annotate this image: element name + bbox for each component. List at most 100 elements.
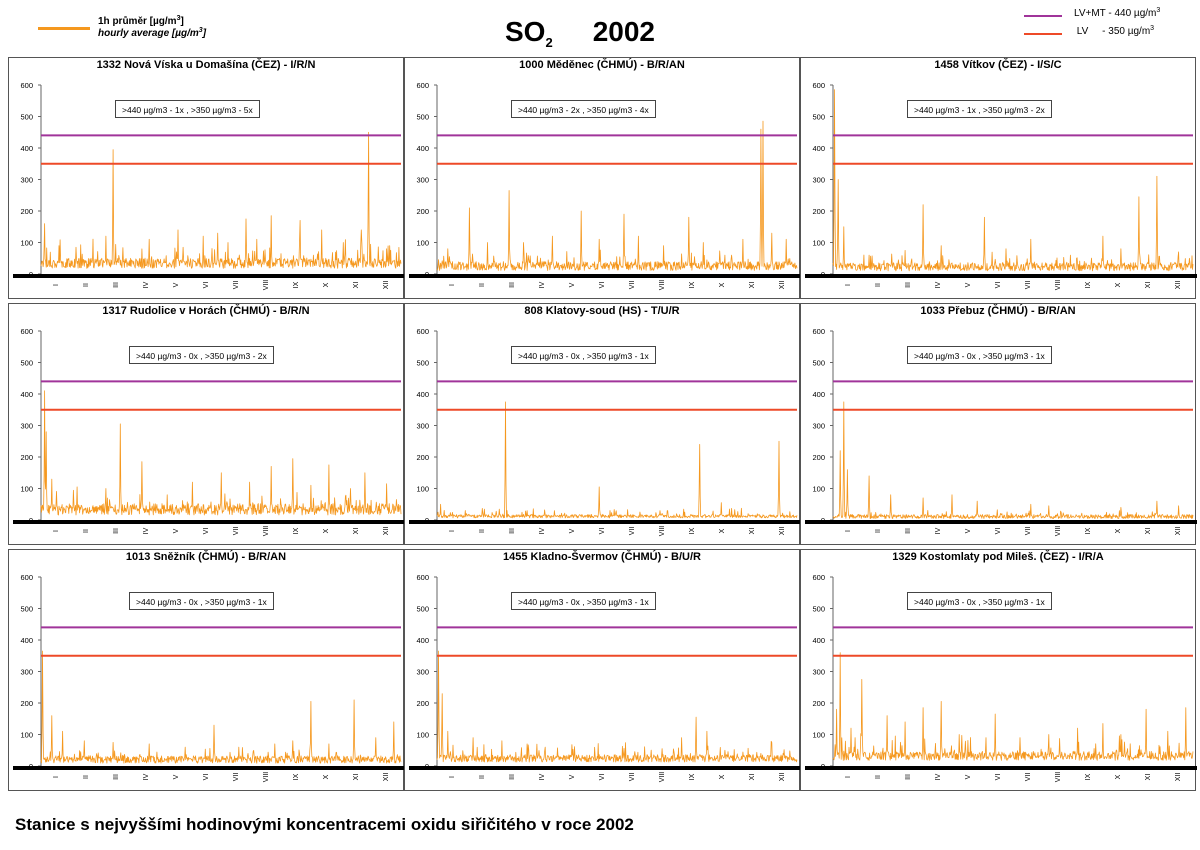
- y-tick-label: 300: [20, 422, 33, 431]
- chart-plot: 0100200300400500600IIIIIIIVVVIVIIVIIIIXX…: [13, 81, 405, 291]
- x-tick-label: III: [113, 282, 120, 288]
- y-tick-label: 300: [812, 176, 825, 185]
- y-tick-label: 400: [416, 636, 429, 645]
- x-tick-label: VI: [599, 774, 606, 781]
- y-tick-label: 500: [812, 359, 825, 368]
- hourly-series-line: [436, 120, 798, 271]
- legend-lv: LV - 350 µg/m3: [1022, 25, 1197, 40]
- chart-plot: 0100200300400500600IIIIIIIVVVIVIIVIIIIXX…: [805, 573, 1197, 783]
- y-tick-label: 500: [416, 113, 429, 122]
- x-tick-label: XI: [749, 528, 756, 535]
- chart-panel: 1317 Rudolice v Horách (ČHMÚ) - B/R/N010…: [8, 303, 405, 545]
- x-axis-baseline: [13, 274, 405, 278]
- x-tick-label: IX: [1085, 773, 1092, 780]
- y-tick-label: 500: [416, 359, 429, 368]
- chart-plot: 0100200300400500600IIIIIIIVVVIVIIVIIIIXX…: [805, 81, 1197, 290]
- y-tick-label: 300: [812, 668, 825, 677]
- x-axis-baseline: [409, 274, 801, 278]
- legend-hourly-cz: 1h průměr [µg/m: [98, 16, 177, 27]
- x-tick-label: IV: [935, 527, 942, 534]
- y-tick-label: 400: [20, 636, 33, 645]
- y-tick-label: 500: [812, 605, 825, 614]
- x-tick-label: VI: [995, 282, 1002, 289]
- y-tick-label: 400: [20, 144, 33, 153]
- chart-panel: 1332 Nová Víska u Domašína (ČEZ) - I/R/N…: [8, 57, 405, 299]
- exceedance-count-box: >440 µg/m3 - 0x , >350 µg/m3 - 1x: [129, 592, 274, 610]
- chart-plot: 0100200300400500600IIIIIIIVVVIVIIVIIIIXX…: [409, 327, 801, 537]
- x-tick-label: VIII: [659, 772, 666, 783]
- x-tick-label: III: [509, 282, 516, 288]
- chart-title: 1317 Rudolice v Horách (ČHMÚ) - B/R/N: [102, 305, 310, 317]
- exceedance-count-box: >440 µg/m3 - 0x , >350 µg/m3 - 1x: [511, 592, 656, 610]
- chart-panel: 1329 Kostomlaty pod Mileš. (ČEZ) - I/R/A…: [800, 549, 1197, 791]
- x-axis-baseline: [805, 274, 1197, 278]
- chart-title: 1000 Měděnec (ČHMÚ) - B/R/AN: [519, 59, 685, 71]
- x-tick-label: I: [53, 776, 60, 778]
- exceedance-count-box: >440 µg/m3 - 1x , >350 µg/m3 - 5x: [115, 100, 260, 118]
- chart-plot: 0100200300400500600IIIIIIIVVVIVIIVIIIIXX…: [805, 327, 1197, 536]
- x-tick-label: IV: [143, 773, 150, 780]
- x-tick-label: VI: [599, 282, 606, 289]
- hourly-series-line: [40, 390, 402, 516]
- x-tick-label: XI: [353, 282, 360, 289]
- x-tick-label: IX: [689, 281, 696, 288]
- x-tick-label: VII: [233, 527, 240, 536]
- x-tick-label: I: [449, 284, 456, 286]
- chart-panel: 1455 Kladno-Švermov (ČHMÚ) - B/U/R010020…: [404, 549, 801, 791]
- hourly-series-line: [832, 652, 1194, 761]
- x-tick-label: I: [845, 776, 852, 778]
- hourly-series-line: [436, 650, 798, 763]
- chart-title: 808 Klatovy-soud (HS) - T/U/R: [524, 305, 680, 317]
- y-tick-label: 100: [812, 731, 825, 740]
- exceedance-count-box: >440 µg/m3 - 0x , >350 µg/m3 - 1x: [907, 346, 1052, 364]
- x-tick-label: XI: [749, 282, 756, 289]
- x-tick-label: II: [83, 283, 90, 287]
- y-tick-label: 200: [20, 207, 33, 216]
- x-tick-label: X: [323, 774, 330, 779]
- chart-plot: 0100200300400500600IIIIIIIVVVIVIIVIIIIXX…: [13, 573, 405, 783]
- y-tick-label: 100: [812, 485, 825, 494]
- x-tick-label: IX: [1085, 281, 1092, 288]
- x-tick-label: VI: [203, 528, 210, 535]
- chart-plot: 0100200300400500600IIIIIIIVVVIVIIVIIIIXX…: [13, 327, 405, 536]
- x-tick-label: III: [509, 528, 516, 534]
- x-tick-label: I: [845, 284, 852, 286]
- chart-panel: 1033 Přebuz (ČHMÚ) - B/R/AN0100200300400…: [800, 303, 1197, 545]
- x-tick-label: XII: [1175, 281, 1182, 290]
- x-tick-label: V: [965, 528, 972, 533]
- chart-plot: 0100200300400500600IIIIIIIVVVIVIIVIIIIXX…: [409, 573, 801, 783]
- x-tick-label: I: [449, 530, 456, 532]
- y-tick-label: 200: [416, 453, 429, 462]
- x-tick-label: VIII: [659, 526, 666, 537]
- x-tick-label: XI: [1145, 282, 1152, 289]
- x-tick-label: VIII: [263, 280, 270, 291]
- x-tick-label: IV: [935, 281, 942, 288]
- y-tick-label: 300: [416, 422, 429, 431]
- chart-panel: 1458 Vítkov (ČEZ) - I/S/C010020030040050…: [800, 57, 1197, 299]
- y-tick-label: 500: [812, 113, 825, 122]
- y-tick-label: 300: [416, 176, 429, 185]
- exceedance-count-box: >440 µg/m3 - 0x , >350 µg/m3 - 2x: [129, 346, 274, 364]
- x-tick-label: X: [719, 528, 726, 533]
- x-tick-label: XII: [1175, 773, 1182, 782]
- x-tick-label: II: [479, 283, 486, 287]
- x-tick-label: VIII: [1055, 772, 1062, 783]
- chart-title: 1332 Nová Víska u Domašína (ČEZ) - I/R/N: [96, 59, 316, 71]
- x-tick-label: I: [53, 284, 60, 286]
- main-title: SO2 2002: [505, 16, 655, 50]
- x-tick-label: VIII: [263, 772, 270, 783]
- y-tick-label: 300: [20, 176, 33, 185]
- x-tick-label: VIII: [659, 280, 666, 291]
- x-tick-label: II: [875, 529, 882, 533]
- x-tick-label: XI: [1145, 774, 1152, 781]
- x-tick-label: VI: [995, 774, 1002, 781]
- legend-hourly-text: 1h průměr [µg/m3] hourly average [µg/m3]: [98, 15, 207, 39]
- legend-hourly-en-sup: 3: [198, 27, 203, 34]
- y-tick-label: 300: [416, 668, 429, 677]
- y-tick-label: 500: [20, 359, 33, 368]
- title-sub: 2: [545, 35, 553, 50]
- x-tick-label: VII: [233, 773, 240, 782]
- x-axis-baseline: [409, 520, 801, 524]
- legend-lvmt-sup: 3: [1156, 7, 1161, 14]
- x-tick-label: IX: [293, 527, 300, 534]
